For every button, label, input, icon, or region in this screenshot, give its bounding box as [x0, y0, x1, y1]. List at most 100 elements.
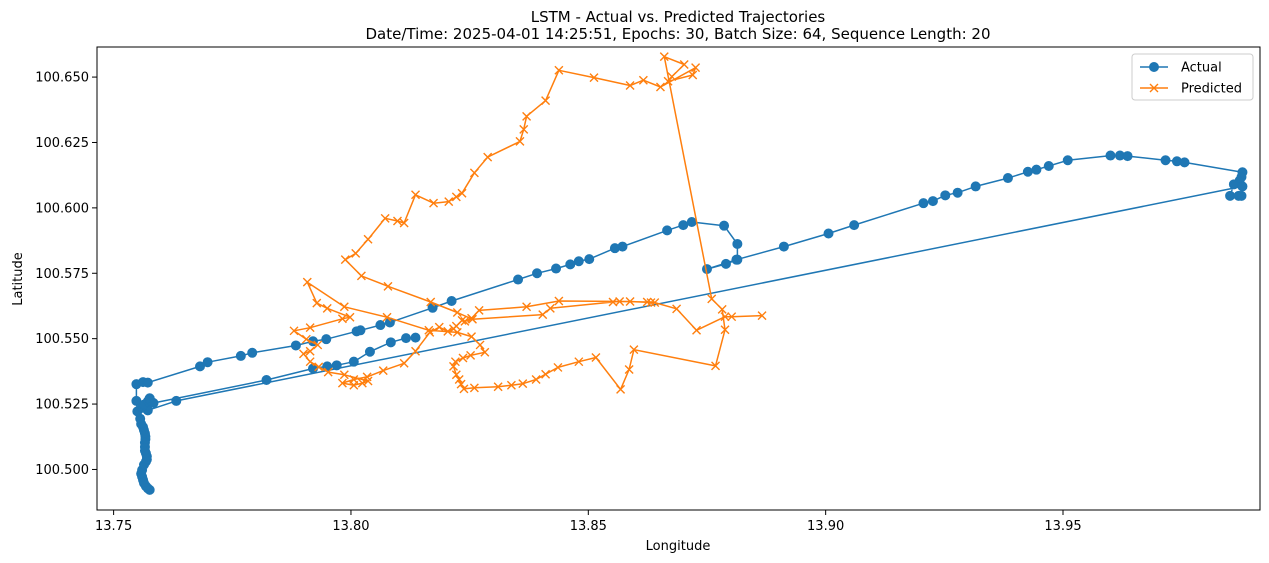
- y-tick-label: 100.600: [35, 201, 89, 216]
- actual-point: [617, 241, 628, 252]
- actual-point: [678, 220, 689, 231]
- predicted-point: [378, 366, 388, 376]
- actual-point: [731, 254, 742, 265]
- y-tick-label: 100.525: [35, 398, 89, 413]
- chart-title: LSTM - Actual vs. Predicted Trajectories: [531, 8, 826, 26]
- predicted-point: [711, 361, 721, 371]
- predicted-point: [531, 374, 541, 384]
- actual-point: [584, 254, 595, 265]
- predicted-point: [574, 357, 584, 367]
- actual-point: [171, 395, 182, 406]
- predicted-point: [392, 216, 402, 226]
- actual-point: [1043, 161, 1054, 172]
- actual-point: [532, 268, 543, 279]
- predicted-point: [646, 298, 656, 308]
- predicted-point: [691, 63, 701, 73]
- predicted-point: [541, 96, 551, 106]
- x-tick-label: 13.90: [807, 519, 844, 534]
- predicted-point: [399, 218, 409, 228]
- predicted-point: [467, 314, 477, 324]
- x-tick-label: 13.75: [95, 519, 132, 534]
- predicted-point: [522, 302, 532, 312]
- predicted-point: [553, 362, 563, 372]
- actual-point: [385, 337, 396, 348]
- predicted-point: [444, 197, 454, 207]
- actual-point: [1105, 150, 1116, 161]
- predicted-point: [554, 65, 564, 75]
- legend: Actual Predicted: [1131, 53, 1254, 101]
- predicted-point: [642, 297, 652, 307]
- actual-point: [686, 216, 697, 227]
- actual-point: [952, 187, 963, 198]
- predicted-point: [483, 152, 493, 162]
- predicted-point: [591, 353, 601, 362]
- predicted-point: [624, 365, 634, 375]
- x-tick-label: 13.85: [570, 519, 607, 534]
- predicted-point: [638, 75, 648, 85]
- predicted-point: [452, 327, 462, 337]
- actual-point: [1228, 179, 1239, 190]
- actual-point: [446, 295, 457, 306]
- predicted-point: [650, 298, 660, 308]
- actual-point: [401, 333, 412, 344]
- predicted-point: [459, 384, 469, 394]
- predicted-point: [460, 316, 470, 326]
- actual-point: [1237, 181, 1248, 192]
- predicted-point: [312, 298, 322, 308]
- legend-predicted-label: Predicted: [1181, 82, 1242, 97]
- legend-actual-marker: [1149, 62, 1159, 72]
- actual-point: [142, 377, 153, 388]
- predicted-point: [515, 136, 525, 146]
- predicted-point: [449, 361, 458, 371]
- predicted-point: [363, 234, 373, 244]
- actual-point: [364, 346, 375, 357]
- predicted-point: [382, 312, 392, 322]
- actual-point: [195, 361, 206, 372]
- actual-point: [410, 332, 421, 343]
- predicted-point: [337, 314, 347, 324]
- predicted-point: [615, 297, 625, 307]
- predicted-point: [467, 332, 477, 342]
- actual-point: [565, 259, 576, 270]
- y-tick-label: 100.650: [35, 71, 89, 86]
- predicted-series: [289, 52, 767, 394]
- actual-series: [131, 150, 1248, 495]
- predicted-point: [629, 345, 639, 355]
- predicted-point: [451, 192, 461, 202]
- predicted-point: [289, 326, 299, 336]
- predicted-point: [363, 376, 373, 386]
- chart-subtitle: Date/Time: 2025-04-01 14:25:51, Epochs: …: [366, 25, 991, 43]
- actual-point: [918, 198, 929, 209]
- y-axis-label: Latitude: [11, 252, 26, 306]
- predicted-point: [305, 323, 315, 333]
- predicted-point: [493, 382, 503, 392]
- actual-point: [348, 356, 359, 367]
- predicted-point: [383, 281, 393, 291]
- predicted-point: [339, 302, 349, 312]
- predicted-point: [720, 325, 730, 335]
- predicted-point: [475, 340, 485, 350]
- actual-point: [573, 256, 584, 267]
- legend-predicted-marker: [1149, 83, 1159, 93]
- predicted-point: [411, 346, 421, 356]
- y-tick-label: 100.575: [35, 267, 89, 282]
- actual-point: [513, 274, 524, 285]
- predicted-point: [301, 334, 311, 344]
- predicted-point: [450, 357, 460, 367]
- actual-point: [375, 320, 386, 331]
- predicted-point: [717, 304, 727, 314]
- actual-point: [551, 263, 562, 274]
- predicted-point: [625, 297, 635, 307]
- series-layer: [131, 52, 1248, 495]
- predicted-point: [451, 370, 461, 380]
- actual-point: [1236, 190, 1247, 201]
- predicted-point: [458, 353, 468, 363]
- actual-point: [720, 258, 731, 269]
- predicted-point: [692, 325, 702, 335]
- predicted-point: [538, 310, 548, 320]
- predicted-point: [672, 304, 682, 314]
- predicted-point: [757, 311, 767, 321]
- predicted-point: [313, 340, 323, 350]
- predicted-point: [727, 312, 737, 322]
